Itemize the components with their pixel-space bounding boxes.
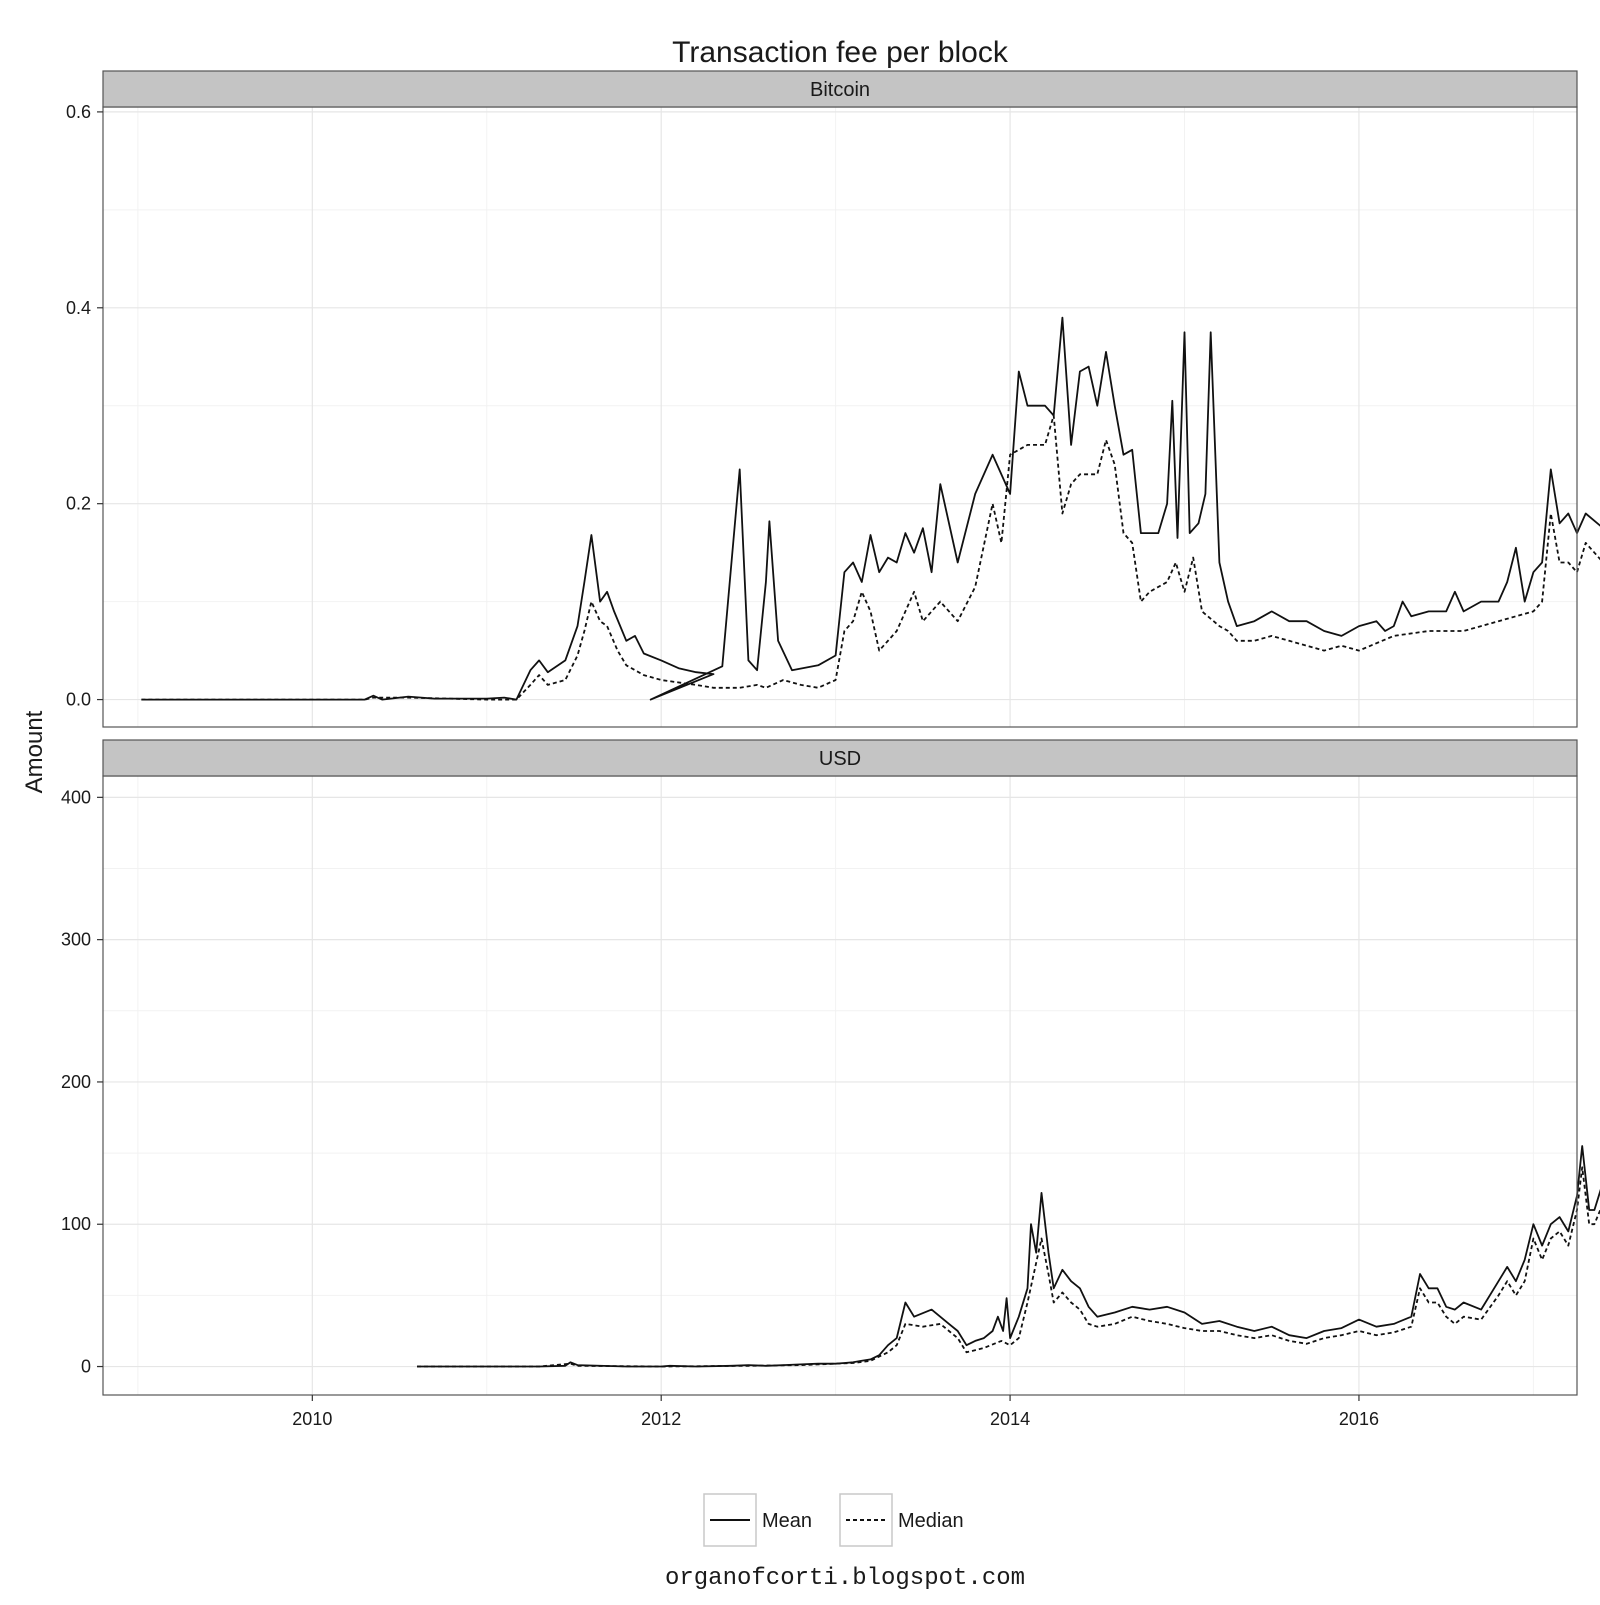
x-tick-labels: 2010 2012 2014 2016 — [292, 1409, 1379, 1429]
chart-title: Transaction fee per block — [672, 36, 1009, 69]
x-tick-label: 2014 — [990, 1409, 1030, 1429]
legend-item-mean: Mean — [703, 1493, 812, 1547]
y-tick-label: 0 — [81, 1357, 91, 1377]
y-tick-label: 300 — [61, 930, 91, 950]
panel-bitcoin: Bitcoin 0.0 0.2 0.4 0.6 — [66, 70, 1600, 728]
y-tick-label: 100 — [61, 1214, 91, 1234]
panel-usd: USD 0 100 200 300 400 — [61, 739, 1600, 1401]
x-tick-label: 2012 — [641, 1409, 681, 1429]
strip-label: Bitcoin — [810, 79, 870, 101]
series-line-median — [417, 1166, 1600, 1368]
legend-label: Mean — [762, 1510, 812, 1532]
panel-strip — [102, 70, 1578, 108]
panel-background — [103, 776, 1577, 1395]
series-line-median — [141, 414, 1600, 701]
x-tick-label: 2016 — [1339, 1409, 1379, 1429]
y-tick-label: 400 — [61, 787, 91, 807]
series-line-mean — [417, 1145, 1600, 1368]
y-tick-label: 0.0 — [66, 690, 91, 710]
legend-item-median: Median — [839, 1493, 964, 1547]
panels: 2010 2012 2014 2016 Bitcoin 0.0 0.2 0.4 0.6 USD 0 1… — [61, 70, 1600, 1429]
panel-strip — [102, 739, 1578, 777]
strip-label: USD — [819, 748, 861, 770]
credit-text: organofcorti.blogspot.com — [665, 1565, 1025, 1592]
y-tick-label: 0.4 — [66, 298, 91, 318]
y-tick-label: 0.2 — [66, 494, 91, 514]
y-tick-label: 200 — [61, 1072, 91, 1092]
legend-label: Median — [898, 1510, 964, 1532]
panel-background — [103, 107, 1577, 727]
series-line-mean — [141, 316, 1600, 701]
y-axis-title: Amount — [21, 710, 48, 793]
x-tick-label: 2010 — [292, 1409, 332, 1429]
y-tick-label: 0.6 — [66, 102, 91, 122]
legend: Mean Median — [703, 1493, 964, 1547]
